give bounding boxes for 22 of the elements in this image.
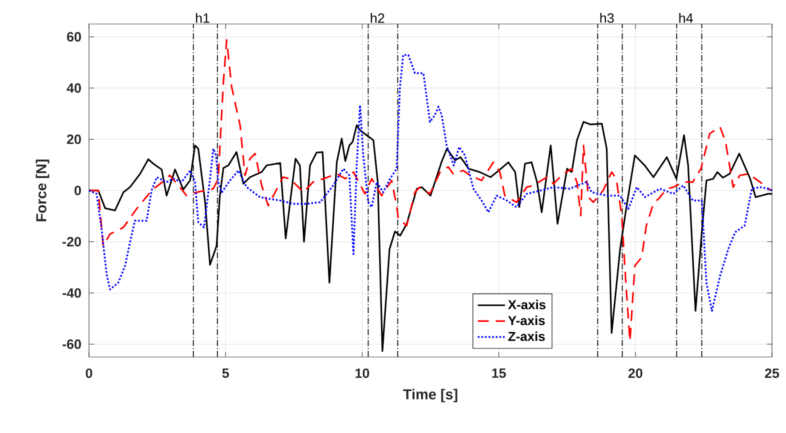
y-axis-title: Force [N] (36, 160, 50, 222)
ref-line-label: h4 (679, 13, 693, 23)
y-tick-label: 60 (67, 32, 81, 42)
y-tick-label: 40 (66, 83, 81, 93)
legend-label: Z-axis (508, 332, 545, 342)
x-tick-label: 20 (628, 368, 642, 378)
x-tick-label: 0 (86, 368, 92, 378)
x-tick-label: 25 (764, 368, 780, 378)
legend-label: Y-axis (508, 316, 545, 326)
y-tick-label: -20 (62, 236, 81, 246)
x-tick-label: 5 (222, 368, 229, 378)
ref-line-label: h3 (600, 12, 614, 23)
ref-line-label: h2 (370, 13, 384, 23)
x-axis-title: Time [s] (403, 388, 458, 402)
y-tick-label: 0 (74, 186, 81, 196)
ref-line-label: h1 (196, 13, 210, 23)
x-tick-label: 15 (492, 368, 506, 378)
y-tick-label: -60 (62, 339, 81, 349)
y-tick-label: 20 (67, 134, 81, 144)
x-tick-label: 10 (356, 368, 370, 378)
y-tick-label: -40 (62, 288, 81, 298)
legend-label: X-axis (508, 300, 546, 310)
